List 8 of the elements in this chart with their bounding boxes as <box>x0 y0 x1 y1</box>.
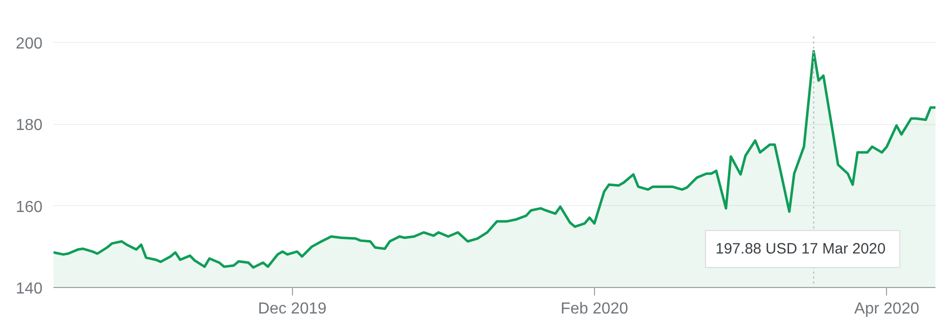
x-tick-label: Apr 2020 <box>854 300 920 318</box>
annotation: 197.88 USD 17 Mar 2020 <box>716 240 886 258</box>
y-tick-label: 140 <box>16 280 43 298</box>
y-tick-label: 180 <box>16 117 43 134</box>
y-tick-label: 160 <box>16 198 43 216</box>
x-tick-label: Feb 2020 <box>560 300 628 318</box>
y-tick-label: 200 <box>16 36 43 53</box>
x-tick-label: Dec 2019 <box>258 300 327 318</box>
